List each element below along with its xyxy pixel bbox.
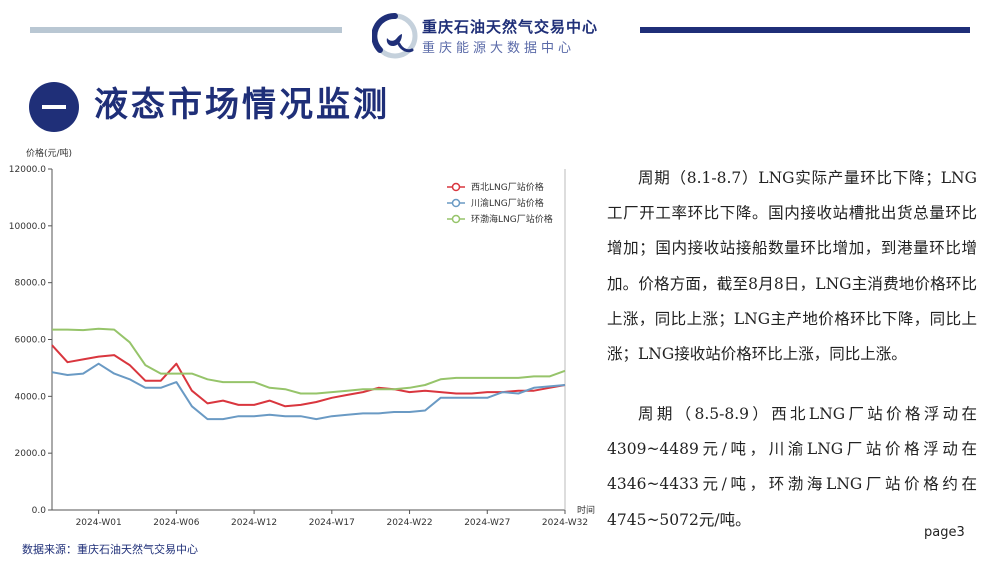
- header-bar-left: [30, 27, 342, 33]
- legend-label: 西北LNG厂站价格: [471, 181, 544, 193]
- summary-paragraph-2: 周期（8.5-8.9）西北LNG厂站价格浮动在4309~4489元/吨，川渝LN…: [607, 405, 977, 529]
- x-tick-label: 2024-W32: [542, 518, 588, 528]
- series-line-3: [52, 327, 566, 395]
- x-tick-label: 2024-W12: [231, 518, 277, 528]
- x-tick-label: 2024-W27: [464, 518, 510, 528]
- legend-swatch-marker: [451, 198, 461, 208]
- lng-price-line-chart: 价格(元/吨) 时间 0.0 2000.0 4000.0 6000.0 8000.0 10…: [9, 147, 595, 528]
- legend-label: 环渤海LNG厂站价格: [471, 213, 553, 225]
- x-tick-label: 2024-W17: [309, 518, 355, 528]
- y-tick-label: 12000.0: [9, 165, 46, 175]
- page-number: page3: [924, 525, 965, 540]
- data-source-note: 数据来源：重庆石油天然气交易中心: [22, 543, 198, 556]
- org-logo: 重庆石油天然气交易中心 重庆能源大数据中心: [372, 10, 622, 60]
- legend-swatch-marker: [451, 182, 461, 192]
- section-badge: [29, 82, 79, 132]
- series-line-2: [51, 362, 566, 421]
- y-tick-label: 4000.0: [15, 392, 47, 402]
- y-tick-label: 0.0: [32, 506, 47, 516]
- y-tick-label: 8000.0: [15, 279, 47, 289]
- legend-label: 川渝LNG厂站价格: [471, 197, 544, 209]
- legend-swatch-marker: [451, 214, 461, 224]
- series-line-1: [51, 344, 566, 408]
- y-tick-label: 6000.0: [15, 336, 47, 346]
- dash-icon: [42, 105, 66, 109]
- org-subname: 重庆能源大数据中心: [422, 41, 576, 56]
- y-tick-label: 2000.0: [15, 449, 47, 459]
- x-tick-label: 2024-W22: [386, 518, 432, 528]
- x-axis-label: 时间: [577, 504, 595, 516]
- x-tick-label: 2024-W01: [76, 518, 122, 528]
- plot-area: 0.0 2000.0 4000.0 6000.0 8000.0 10000.0 12000.…: [9, 165, 588, 528]
- oil-drop-logo-icon: [372, 13, 418, 59]
- summary-paragraph-1: 周期（8.1-8.7）LNG实际产量环比下降；LNG工厂开工率环比下降。国内接收…: [607, 169, 977, 364]
- section-title: 液态市场情况监测: [94, 85, 390, 125]
- y-axis-label: 价格(元/吨): [26, 147, 72, 159]
- header-bar-right: [640, 27, 970, 33]
- x-tick-label: 2024-W06: [153, 518, 199, 528]
- org-name: 重庆石油天然气交易中心: [422, 18, 599, 36]
- y-tick-label: 10000.0: [9, 222, 46, 232]
